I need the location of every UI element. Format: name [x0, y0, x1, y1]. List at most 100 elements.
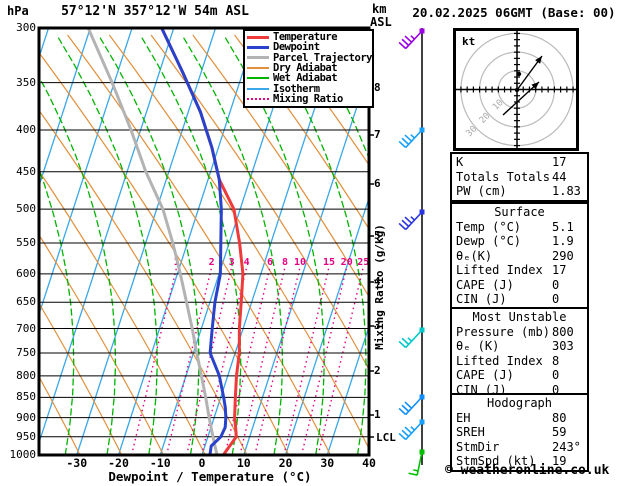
stat-value: 17	[552, 263, 567, 277]
mixing-ratio-value-label: 3	[229, 257, 235, 268]
legend-swatch-solid	[247, 77, 269, 80]
stat-row: Totals Totals 44	[452, 170, 587, 185]
most-unstable-panel: Most Unstable Pressure (mb) 800 θₑ (K) 303 Li…	[450, 307, 589, 400]
hodograph-stats-panel: Hodograph EH 80 SREH 59 StmDir 243° StmSpd (kt)…	[450, 393, 589, 472]
pressure-tick-label: 450	[16, 164, 36, 178]
legend-label: Isotherm	[273, 82, 320, 95]
pressure-tick-label: 900	[16, 410, 36, 424]
pressure-tick-label: 600	[16, 266, 36, 280]
panel-title: Hodograph	[486, 396, 553, 410]
pressure-tick-label: 950	[16, 429, 36, 443]
panel-title: Most Unstable	[472, 310, 567, 324]
stat-value: 1.9	[552, 234, 574, 248]
legend-item: Isotherm	[247, 82, 372, 95]
lcl-label: LCL	[376, 431, 396, 444]
run-date-title: 20.02.2025 06GMT (Base: 00)	[412, 5, 616, 20]
legend-label: Temperature	[273, 31, 338, 44]
stat-label: SREH	[456, 425, 485, 439]
stat-row: Temp (°C) 5.1	[452, 220, 587, 235]
stat-value: 5.1	[552, 219, 574, 234]
stat-label: PW (cm)	[456, 184, 507, 198]
pressure-tick-label: 1000	[9, 448, 37, 461]
legend-label: Dewpoint	[273, 41, 320, 54]
plot-border	[37, 26, 371, 457]
stat-value: 1.83	[552, 184, 581, 198]
wind-barb	[398, 419, 425, 441]
stat-label: CAPE (J)	[456, 277, 514, 292]
stat-value: 0	[552, 368, 560, 382]
mixing-ratio-value-label: 10	[294, 257, 306, 268]
legend-item: Wet Adiabat	[247, 72, 372, 84]
stat-label: StmSpd (kt)	[456, 454, 536, 468]
temperature-tick-label: 10	[236, 456, 251, 470]
stat-label: K	[456, 155, 464, 169]
stat-value: 0	[552, 292, 560, 306]
wind-barb	[398, 394, 425, 416]
legend-item: Dry Adiabat	[247, 62, 372, 75]
stat-row: K 17	[452, 155, 587, 170]
wind-barb	[408, 449, 425, 476]
stat-label: CIN (J)	[456, 292, 507, 306]
legend-label: Dry Adiabat	[273, 62, 338, 75]
legend-swatch-solid	[247, 35, 269, 39]
hodograph-ring-label: 10	[491, 98, 506, 113]
panel-title: Surface	[494, 205, 545, 219]
pressure-tick-label: 850	[16, 390, 36, 404]
legend-swatch-solid	[247, 87, 269, 90]
legend-item: Temperature	[247, 31, 372, 44]
stat-value: 303	[552, 339, 574, 353]
temperature-tick-label: -30	[66, 456, 88, 470]
pressure-tick-label: 650	[16, 295, 36, 309]
stat-value: 19	[552, 454, 567, 468]
pressure-tick-label: 550	[16, 235, 36, 249]
legend-swatch-solid	[247, 67, 269, 70]
temperature-tick-label: -10	[149, 456, 171, 470]
stat-value: 0	[552, 382, 560, 397]
stat-label: EH	[456, 410, 471, 425]
mixing-ratio-value-label: 6	[267, 257, 273, 268]
stat-value: 17	[552, 155, 567, 169]
altitude-tick-label: 2	[374, 364, 381, 377]
mixing-ratio-value-label: 2	[209, 257, 215, 268]
altitude-tick-label: 5	[374, 229, 381, 242]
mixing-ratio-value-label: 25	[357, 257, 369, 268]
indices-panel: K 17 Totals Totals 44 PW (cm) 1.83	[450, 152, 589, 202]
plot-background: 1 2 3 4 6 8 10 15 20 25	[39, 28, 369, 455]
stat-label: Pressure (mb)	[456, 324, 550, 339]
legend-swatch-solid	[247, 45, 269, 49]
stat-row: EH 80	[452, 411, 587, 426]
legend-item: Dewpoint	[247, 41, 372, 54]
wind-barb	[398, 127, 425, 149]
pressure-tick-label: 800	[16, 368, 36, 382]
altitude-tick-label: 4	[374, 275, 381, 288]
stat-row: Lifted Index 17	[452, 263, 587, 278]
stat-row: θₑ(K) 290	[452, 249, 587, 264]
stat-label: θₑ (K)	[456, 339, 500, 353]
stat-row: Lifted Index 8	[452, 354, 587, 369]
stat-label: CAPE (J)	[456, 368, 514, 382]
hodograph-ring-label: 30	[465, 124, 480, 139]
altitude-unit-asl-label: ASL	[370, 15, 392, 29]
stat-value: 59	[552, 425, 567, 439]
station-title: 57°12'N 357°12'W 54m ASL	[61, 4, 249, 19]
hodograph-unit-label: kt	[462, 35, 475, 48]
stat-value: 243°	[552, 439, 581, 454]
altitude-tick-label: 6	[374, 177, 381, 190]
mixing-axis-title: Mixing Ratio (g/kg)	[373, 224, 386, 350]
mixing-ratio-value-label: 15	[323, 257, 335, 268]
mixing-ratio-value-label: 20	[341, 257, 353, 268]
stat-row: CAPE (J) 0	[452, 368, 587, 383]
stat-value: 80	[552, 410, 567, 425]
altitude-tick-label: 8	[374, 81, 381, 94]
temperature-tick-label: 40	[362, 456, 376, 470]
wind-barb	[398, 28, 425, 50]
temperature-tick-label: -20	[108, 456, 129, 470]
pressure-tick-label: 350	[16, 75, 36, 89]
stat-value: 800	[552, 324, 574, 339]
pressure-tick-label: 500	[16, 202, 36, 216]
legend-swatch-dotted	[247, 97, 269, 100]
legend: Temperature Dewpoint Parcel Trajectory Dry …	[243, 29, 374, 109]
sounding-curves	[86, 28, 245, 455]
stat-value: 8	[552, 353, 560, 368]
